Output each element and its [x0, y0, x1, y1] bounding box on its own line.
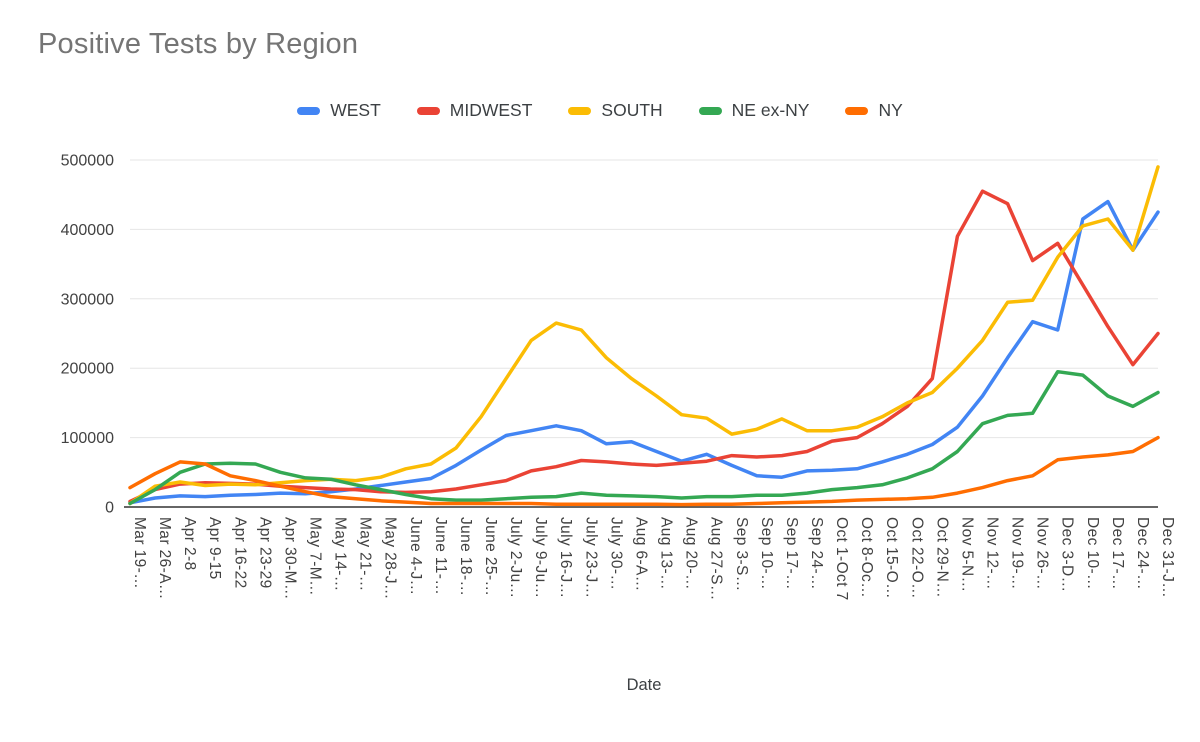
x-tick-label: May 28-J… [382, 517, 399, 600]
x-tick-label: Dec 31-J… [1159, 517, 1176, 598]
legend-swatch-icon [297, 106, 321, 115]
x-tick-label: Sep 10-… [758, 517, 775, 590]
legend-item-ny: NY [845, 100, 903, 121]
legend-swatch-icon [416, 106, 440, 115]
x-tick-label: Oct 29-N… [933, 517, 950, 598]
x-axis-title: Date [626, 676, 662, 694]
legend-item-ne-ex-ny: NE ex-NY [698, 100, 810, 121]
x-tick-label: May 7-M… [307, 517, 324, 596]
x-tick-label: May 21-… [357, 517, 374, 592]
x-tick-label: Sep 24-… [808, 517, 825, 590]
x-tick-label: Dec 10-… [1084, 517, 1101, 590]
series-line-ne-ex-ny [128, 369, 1160, 506]
legend-item-west: WEST [297, 100, 381, 121]
y-tick-label: 500000 [61, 153, 114, 170]
x-tick-label: May 14-… [332, 517, 349, 592]
x-tick-label: July 23-J… [582, 517, 599, 599]
x-tick-label: Apr 30-M… [281, 517, 298, 600]
x-tick-label: July 9-Ju… [532, 517, 549, 599]
x-tick-label: Oct 22-O… [908, 517, 925, 599]
x-tick-label: July 16-J… [557, 517, 574, 599]
chart-title: Positive Tests by Region [38, 28, 359, 60]
x-tick-label: Apr 16-22 [231, 517, 248, 589]
x-tick-label: Dec 17-… [1109, 517, 1126, 590]
x-tick-label: Oct 1-Oct 7 [833, 517, 850, 601]
legend-label: NE ex-NY [731, 100, 810, 120]
x-tick-label: Dec 3-D… [1059, 517, 1076, 593]
x-tick-label: Oct 15-O… [883, 517, 900, 599]
x-tick-label: Nov 12-… [983, 517, 1000, 590]
x-tick-label: Aug 13-… [658, 517, 675, 590]
y-tick-label: 200000 [61, 361, 114, 378]
x-tick-label: Aug 27-S… [708, 517, 725, 601]
legend-swatch-icon [698, 106, 722, 115]
x-tick-label: Sep 3-S… [733, 517, 750, 592]
x-tick-label: Apr 23-29 [256, 517, 273, 589]
x-tick-label: June 11-… [432, 517, 449, 595]
legend-swatch-icon [568, 106, 592, 115]
x-tick-label: Aug 20-… [683, 517, 700, 590]
y-tick-label: 100000 [61, 430, 114, 447]
chart-legend: WEST MIDWEST SOUTH NE ex-NY NY [0, 100, 1200, 121]
x-tick-label: Sep 17-… [783, 517, 800, 590]
x-tick-label: Mar 26-A… [156, 517, 173, 600]
x-tick-label: Nov 19-… [1009, 517, 1026, 590]
series-line-west [128, 199, 1160, 505]
legend-item-midwest: MIDWEST [416, 100, 533, 121]
x-tick-label: Apr 2-8 [181, 517, 198, 571]
x-tick-label: June 18-… [457, 517, 474, 596]
x-tick-label: Nov 26-… [1034, 517, 1051, 590]
legend-label: WEST [330, 100, 381, 120]
x-tick-label: Oct 8-Oc… [858, 517, 875, 598]
x-tick-label: Mar 19-… [131, 517, 148, 589]
y-tick-label: 400000 [61, 222, 114, 239]
x-tick-label: Nov 5-N… [958, 517, 975, 593]
legend-label: NY [878, 100, 903, 120]
y-tick-label: 0 [105, 500, 114, 517]
x-tick-label: June 4-J… [407, 517, 424, 596]
legend-label: MIDWEST [449, 100, 533, 120]
x-tick-label: Apr 9-15 [206, 517, 223, 580]
x-tick-label: July 30-… [607, 517, 624, 590]
x-tick-label: Dec 24-… [1134, 517, 1151, 590]
series-line-midwest [128, 189, 1160, 504]
series-line-ny [128, 435, 1160, 507]
x-tick-label: Aug 6-A… [632, 517, 649, 592]
legend-item-south: SOUTH [568, 100, 663, 121]
y-tick-label: 300000 [61, 291, 114, 308]
legend-swatch-icon [845, 106, 869, 115]
series-line-south [128, 165, 1160, 506]
x-tick-label: July 2-Ju… [507, 517, 524, 599]
x-tick-label: June 25-… [482, 517, 499, 596]
legend-label: SOUTH [601, 100, 663, 120]
